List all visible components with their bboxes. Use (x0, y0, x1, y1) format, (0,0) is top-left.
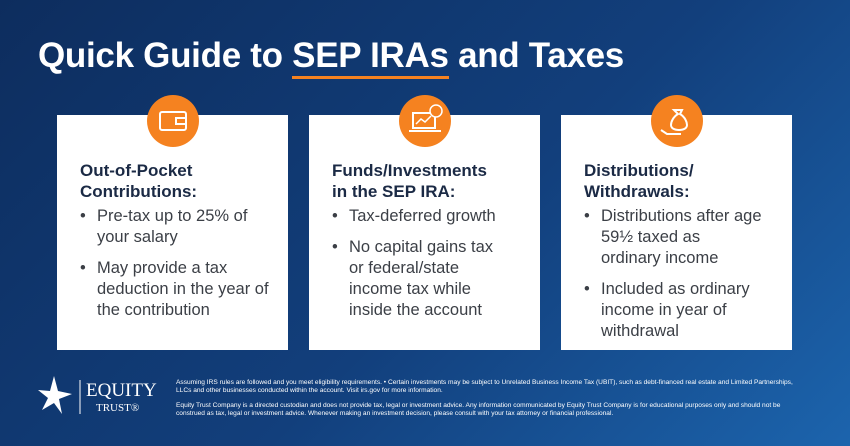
bullet-list: Pre-tax up to 25% of your salary May prov… (80, 206, 280, 331)
bullet-list: Distributions after age 59½ taxed as ord… (584, 206, 764, 352)
logo-name: EQUITY (86, 380, 157, 401)
money-bag-icon (651, 95, 703, 147)
card: Out-of-Pocket Contributions: Pre-tax up … (57, 95, 288, 350)
bullet-list: Tax-deferred growth No capital gains tax … (332, 206, 512, 331)
bullet: Distributions after age 59½ taxed as ord… (584, 206, 764, 269)
bullet: Pre-tax up to 25% of your salary (80, 206, 280, 248)
card-heading: Out-of-Pocket Contributions: (80, 161, 198, 201)
bullet: Tax-deferred growth (332, 206, 512, 227)
title-start: Quick Guide to (38, 36, 283, 75)
logo-sub: TRUST® (96, 402, 139, 414)
card-heading: Funds/Investments in the SEP IRA: (332, 161, 487, 201)
card-heading: Distributions/ Withdrawals: (584, 161, 694, 201)
title: Quick Guide to SEP IRAs and Taxes (38, 36, 624, 79)
bullet: Included as ordinary income in year of w… (584, 279, 764, 342)
disclaimer: Equity Trust Company is a directed custo… (176, 402, 781, 417)
disclaimer: Assuming IRS rules are followed and you … (176, 379, 793, 394)
logo: EQUITY TRUST® (38, 376, 157, 414)
laptop-icon (399, 95, 451, 147)
title-end: and Taxes (458, 36, 624, 75)
title-highlight: SEP IRAs (292, 36, 449, 79)
card: Distributions/ Withdrawals: Distribution… (561, 95, 792, 352)
bullet: No capital gains tax or federal/state in… (332, 237, 512, 321)
wallet-icon (147, 95, 199, 147)
bullet: May provide a tax deduction in the year … (80, 258, 280, 321)
card: Funds/Investments in the SEP IRA: Tax-de… (309, 95, 540, 350)
